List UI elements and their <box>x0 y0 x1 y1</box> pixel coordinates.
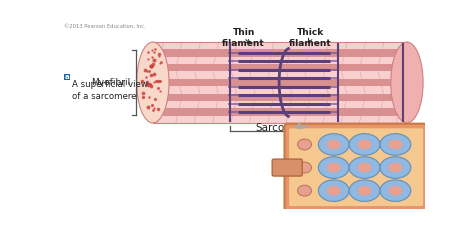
Ellipse shape <box>389 163 402 172</box>
FancyBboxPatch shape <box>64 74 70 80</box>
Ellipse shape <box>380 134 411 155</box>
Ellipse shape <box>358 163 372 172</box>
Ellipse shape <box>137 42 169 123</box>
Bar <box>153 57 407 64</box>
Ellipse shape <box>389 140 402 149</box>
FancyBboxPatch shape <box>272 159 302 176</box>
Ellipse shape <box>389 186 402 196</box>
Ellipse shape <box>391 42 423 123</box>
Ellipse shape <box>298 139 311 150</box>
Text: a: a <box>64 74 69 80</box>
Ellipse shape <box>358 140 372 149</box>
Bar <box>153 79 407 86</box>
Ellipse shape <box>319 180 349 201</box>
Ellipse shape <box>327 163 341 172</box>
Bar <box>153 71 407 79</box>
Text: ©2013 Pearson Education, Inc.: ©2013 Pearson Education, Inc. <box>64 24 145 29</box>
Ellipse shape <box>319 157 349 178</box>
Ellipse shape <box>380 180 411 201</box>
Text: Myofibril: Myofibril <box>91 78 130 87</box>
Bar <box>153 42 407 49</box>
Text: Sarcomere: Sarcomere <box>255 123 312 133</box>
Bar <box>153 101 407 108</box>
Text: Thin
filament: Thin filament <box>222 28 265 48</box>
Bar <box>153 108 407 116</box>
FancyBboxPatch shape <box>289 128 423 206</box>
Text: Thick
filament: Thick filament <box>289 28 332 48</box>
Ellipse shape <box>358 186 372 196</box>
Ellipse shape <box>327 140 341 149</box>
Bar <box>153 49 407 57</box>
Text: A superficial view
of a sarcomere: A superficial view of a sarcomere <box>72 80 148 101</box>
Ellipse shape <box>298 185 311 196</box>
Bar <box>153 86 407 94</box>
Ellipse shape <box>380 157 411 178</box>
FancyBboxPatch shape <box>284 124 428 211</box>
FancyBboxPatch shape <box>153 42 407 123</box>
Ellipse shape <box>349 157 380 178</box>
Ellipse shape <box>349 134 380 155</box>
Bar <box>153 116 407 123</box>
Ellipse shape <box>349 180 380 201</box>
Ellipse shape <box>298 162 311 173</box>
Bar <box>153 94 407 101</box>
Bar <box>153 64 407 71</box>
Ellipse shape <box>327 186 341 196</box>
Ellipse shape <box>319 134 349 155</box>
